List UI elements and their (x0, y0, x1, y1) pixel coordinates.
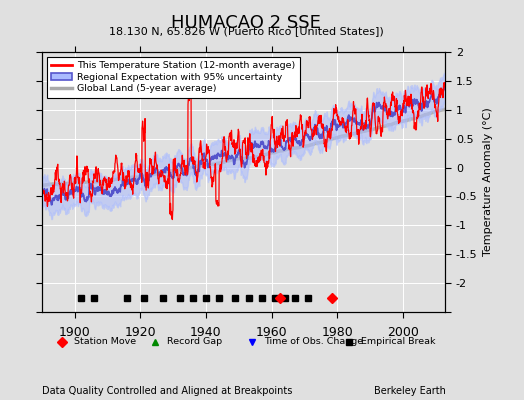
Text: 1960: 1960 (256, 326, 287, 339)
Text: 1940: 1940 (190, 326, 222, 339)
Text: 1900: 1900 (59, 326, 91, 339)
Text: Empirical Break: Empirical Break (361, 338, 435, 346)
Text: Time of Obs. Change: Time of Obs. Change (264, 338, 363, 346)
Text: Berkeley Earth: Berkeley Earth (374, 386, 445, 396)
Text: 18.130 N, 65.826 W (Puerto Rico [United States]): 18.130 N, 65.826 W (Puerto Rico [United … (109, 26, 384, 36)
Text: Station Move: Station Move (74, 338, 136, 346)
Text: HUMACAO 2 SSE: HUMACAO 2 SSE (171, 14, 321, 32)
Text: Data Quality Controlled and Aligned at Breakpoints: Data Quality Controlled and Aligned at B… (42, 386, 292, 396)
Text: 1980: 1980 (321, 326, 353, 339)
Text: Record Gap: Record Gap (167, 338, 222, 346)
Legend: This Temperature Station (12-month average), Regional Expectation with 95% uncer: This Temperature Station (12-month avera… (47, 57, 300, 98)
Text: 2000: 2000 (387, 326, 419, 339)
Text: 1920: 1920 (125, 326, 156, 339)
Y-axis label: Temperature Anomaly (°C): Temperature Anomaly (°C) (483, 108, 493, 256)
